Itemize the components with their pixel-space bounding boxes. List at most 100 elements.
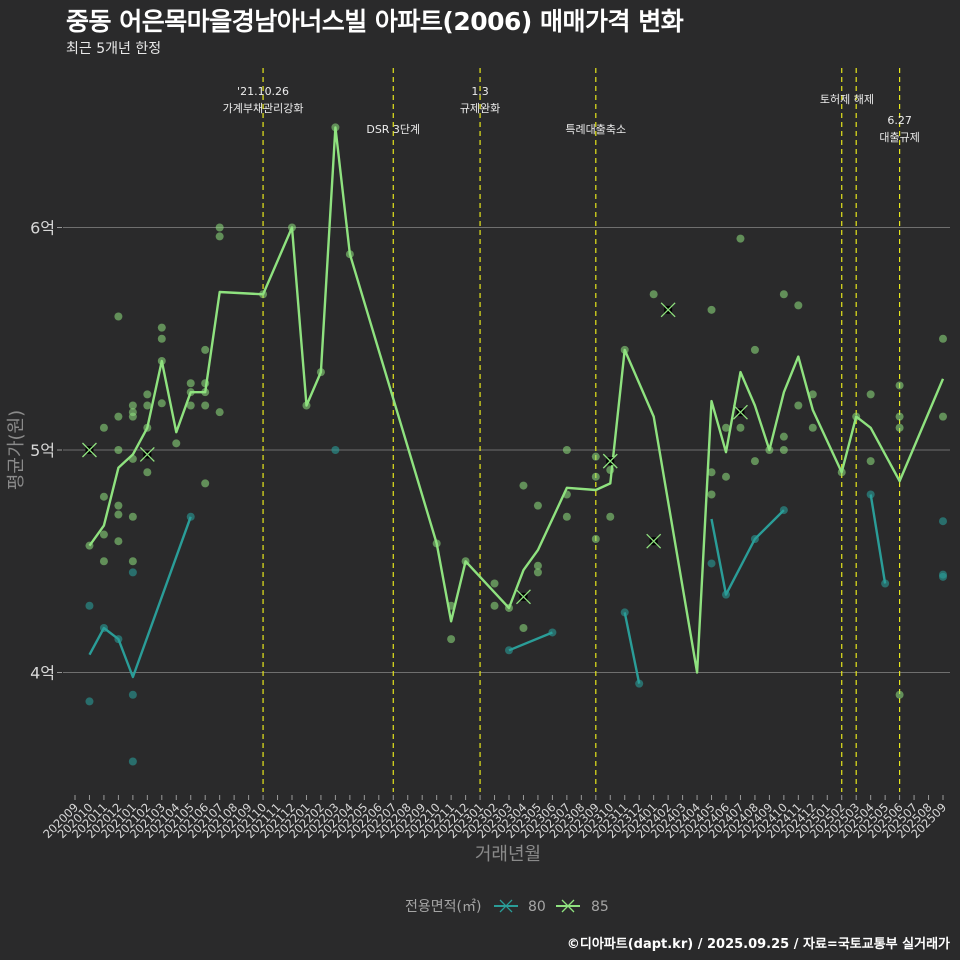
policy-annotation-text: DSR 3단계 <box>366 123 420 136</box>
data-point-85 <box>808 390 817 399</box>
data-point-85 <box>99 423 108 432</box>
data-point-80 <box>939 572 947 581</box>
data-point-85 <box>750 345 759 354</box>
data-point-85 <box>99 557 108 566</box>
data-point-85 <box>490 579 499 588</box>
cancelled-cross-icon <box>516 589 531 605</box>
data-point-85 <box>606 512 615 521</box>
data-point-85 <box>215 408 224 417</box>
data-point-85 <box>157 334 166 343</box>
data-point-85 <box>99 492 108 501</box>
data-point-85 <box>215 223 224 232</box>
data-point-85 <box>750 457 759 466</box>
x-axis-title: 거래년월 <box>475 844 541 865</box>
data-point-85 <box>215 232 224 241</box>
data-point-80 <box>707 559 716 568</box>
data-point-85 <box>779 290 788 299</box>
data-point-85 <box>143 390 152 399</box>
data-point-85 <box>895 381 904 390</box>
legend-key-80-cross-icon <box>499 899 513 913</box>
data-point-85 <box>519 481 528 490</box>
legend-label-80: 80 <box>528 899 546 915</box>
legend: 전용면적(㎡) 80 85 <box>405 899 609 915</box>
policy-annotation-text: 가계부채관리강화 <box>223 102 304 115</box>
data-point-85 <box>201 479 210 488</box>
data-point-85 <box>939 334 947 343</box>
data-point-85 <box>201 401 210 410</box>
cancelled-cross-icon <box>139 446 155 462</box>
data-point-85 <box>562 446 571 454</box>
data-point-85 <box>808 423 817 432</box>
data-point-80 <box>881 579 890 588</box>
series-line-80 <box>88 516 192 679</box>
policy-annotation-text: 토허제 해제 <box>820 92 874 106</box>
data-point-85 <box>895 412 904 421</box>
data-point-85 <box>591 452 600 461</box>
data-point-85 <box>591 472 600 481</box>
data-point-85 <box>128 401 137 410</box>
series-line-80 <box>508 631 553 652</box>
data-point-85 <box>562 512 571 521</box>
data-point-85 <box>736 234 745 243</box>
data-point-85 <box>490 601 499 610</box>
data-point-85 <box>157 399 166 408</box>
data-point-85 <box>533 561 542 570</box>
x-axis: 2020092020102020112020122021012021022021… <box>40 795 949 841</box>
data-point-85 <box>114 312 123 321</box>
data-point-85 <box>128 412 137 421</box>
cancelled-cross-icon <box>660 302 676 318</box>
legend-item-85[interactable]: 85 <box>556 899 609 915</box>
data-point-85 <box>533 501 542 510</box>
cancelled-cross-icon <box>733 404 748 420</box>
policy-annotation-text: 대출규제 <box>879 131 919 144</box>
grid-lines <box>63 227 950 673</box>
y-axis: 4억 5억 6억 <box>30 219 62 683</box>
series-85 <box>82 123 947 699</box>
y-tick-label: 6억 <box>30 219 55 238</box>
data-point-85 <box>447 635 456 644</box>
data-point-85 <box>722 423 730 432</box>
legend-key-85-cross-icon <box>561 899 575 913</box>
data-point-85 <box>114 446 123 454</box>
data-point-85 <box>722 472 730 481</box>
data-point-85 <box>649 290 658 299</box>
data-point-85 <box>939 412 947 421</box>
chart-title: 중동 어은목마을경남아너스빌 아파트(2006) 매매가격 변화 <box>66 7 684 36</box>
data-point-80 <box>635 679 644 688</box>
y-tick-label: 5억 <box>30 441 55 460</box>
series-80 <box>85 446 947 766</box>
data-point-80 <box>866 490 875 499</box>
policy-annotation-text: 특례대출축소 <box>565 123 626 136</box>
data-point-85 <box>591 535 600 543</box>
data-point-85 <box>794 401 803 410</box>
chart-subtitle: 최근 5개년 한정 <box>66 41 162 57</box>
data-point-85 <box>143 468 152 477</box>
legend-title: 전용면적(㎡) <box>405 899 481 915</box>
data-point-85 <box>779 446 788 454</box>
data-point-80 <box>85 601 94 610</box>
data-point-85 <box>794 301 803 310</box>
data-point-85 <box>114 412 123 421</box>
data-point-85 <box>186 379 195 388</box>
data-point-80 <box>85 697 94 706</box>
data-point-85 <box>519 624 528 632</box>
data-point-85 <box>172 439 181 448</box>
data-point-85 <box>114 537 123 546</box>
data-point-85 <box>201 345 210 354</box>
cancelled-cross-icon <box>646 533 662 549</box>
data-point-80 <box>128 568 137 577</box>
legend-item-80[interactable]: 80 <box>494 899 546 915</box>
data-point-85 <box>114 501 123 510</box>
data-point-85 <box>895 690 904 699</box>
data-point-80 <box>939 517 947 526</box>
policy-annotation-text: '21.10.26 <box>237 85 289 98</box>
data-point-85 <box>736 423 745 432</box>
series-line-80 <box>623 612 641 684</box>
policy-annotation-text: 1.3 <box>471 85 489 98</box>
data-point-85 <box>99 530 108 539</box>
data-point-85 <box>128 512 137 521</box>
data-point-85 <box>707 305 716 314</box>
policy-annotation-text: 규제완화 <box>460 102 500 115</box>
y-axis-title: 평균가(원) <box>6 410 27 490</box>
